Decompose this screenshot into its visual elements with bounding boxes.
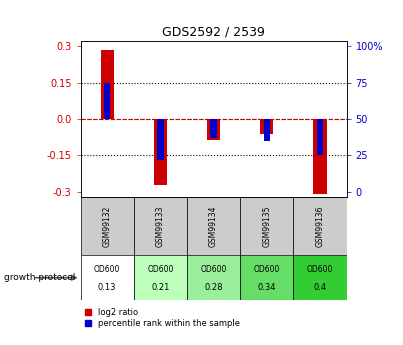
- Bar: [293, 255, 347, 300]
- Text: OD600: OD600: [147, 265, 174, 274]
- Bar: [207, 119, 220, 140]
- Bar: [314, 119, 326, 194]
- Text: OD600: OD600: [307, 265, 333, 274]
- Text: growth protocol: growth protocol: [4, 273, 75, 282]
- Text: GSM99134: GSM99134: [209, 205, 218, 247]
- Bar: [293, 197, 347, 255]
- Bar: [240, 197, 293, 255]
- Text: OD600: OD600: [253, 265, 280, 274]
- Text: 0.13: 0.13: [98, 283, 116, 292]
- Text: GSM99132: GSM99132: [103, 205, 112, 247]
- Bar: [104, 83, 110, 119]
- Bar: [81, 255, 134, 300]
- Bar: [154, 119, 167, 185]
- Bar: [260, 119, 273, 134]
- Bar: [134, 197, 187, 255]
- Text: OD600: OD600: [94, 265, 120, 274]
- Text: 0.4: 0.4: [314, 283, 326, 292]
- Bar: [81, 197, 134, 255]
- Bar: [187, 197, 240, 255]
- Bar: [240, 255, 293, 300]
- Text: 0.21: 0.21: [151, 283, 170, 292]
- Bar: [101, 50, 114, 119]
- Bar: [134, 255, 187, 300]
- Bar: [210, 119, 217, 138]
- Text: 0.34: 0.34: [258, 283, 276, 292]
- Bar: [264, 119, 270, 141]
- Bar: [317, 119, 323, 155]
- Text: GSM99133: GSM99133: [156, 205, 165, 247]
- Bar: [157, 119, 164, 160]
- Legend: log2 ratio, percentile rank within the sample: log2 ratio, percentile rank within the s…: [85, 308, 240, 328]
- Text: 0.28: 0.28: [204, 283, 223, 292]
- Text: OD600: OD600: [200, 265, 227, 274]
- Bar: [187, 255, 240, 300]
- Text: GSM99136: GSM99136: [316, 205, 324, 247]
- Text: GSM99135: GSM99135: [262, 205, 271, 247]
- Title: GDS2592 / 2539: GDS2592 / 2539: [162, 26, 265, 39]
